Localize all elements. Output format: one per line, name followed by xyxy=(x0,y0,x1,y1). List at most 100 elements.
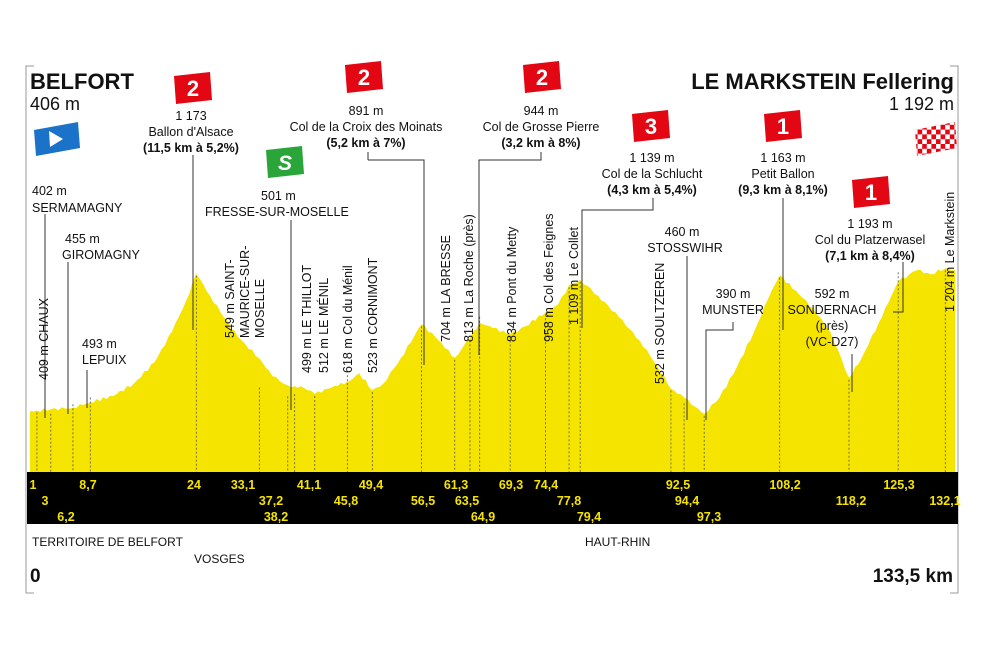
checker-square xyxy=(922,148,927,154)
label-moinats-climb: (5,2 km à 7%) xyxy=(326,136,405,150)
checker-square xyxy=(931,148,936,154)
label-moinats: Col de la Croix des Moinats xyxy=(290,120,443,134)
km-label-14: 64,9 xyxy=(471,510,495,524)
label-thillot: 499 m LE THILLOT xyxy=(300,264,314,373)
km-label-9: 45,8 xyxy=(334,494,358,508)
label-petitballon-climb: (9,3 km à 8,1%) xyxy=(738,183,828,197)
checker-square xyxy=(915,122,918,125)
leader-moinats-2 xyxy=(368,159,425,365)
km-label-22: 108,2 xyxy=(769,478,800,492)
checker-square xyxy=(936,134,941,140)
finish-altitude: 1 192 m xyxy=(889,94,954,114)
badge-label: 2 xyxy=(358,65,370,90)
checker-square xyxy=(949,148,955,154)
label-petitballon-alt: 1 163 m xyxy=(760,151,805,165)
km-label-21: 97,3 xyxy=(697,510,721,524)
leader-lines xyxy=(44,152,904,420)
label-markstein: 1 204 m Le Markstein xyxy=(943,192,957,312)
km-label-5: 33,1 xyxy=(231,478,255,492)
checker-square xyxy=(940,139,946,144)
label-fresse-alt: 501 m xyxy=(261,189,296,203)
label-schlucht-alt: 1 139 m xyxy=(629,151,674,165)
label-lepuix-alt: 493 m xyxy=(82,337,117,351)
checker-square xyxy=(931,139,936,144)
badge-schlucht: 3 xyxy=(632,110,670,142)
label-ballon-climb: (11,5 km à 5,2%) xyxy=(143,141,239,155)
leader-munster xyxy=(705,322,734,420)
label-feignes: 958 m Col des Feignes xyxy=(542,213,556,342)
label-sermamagny: SERMAMAGNY xyxy=(32,201,123,215)
label-stmaurice-3: MOSELLE xyxy=(253,279,267,338)
checker-square xyxy=(915,129,918,135)
badge-grosse-pierre: 2 xyxy=(523,61,561,93)
checker-square xyxy=(915,139,918,144)
km-label-17: 77,8 xyxy=(557,494,581,508)
km-label-2: 6,2 xyxy=(57,510,74,524)
label-sondernach: SONDERNACH xyxy=(788,303,877,317)
label-sondernach-alt: 592 m xyxy=(815,287,850,301)
frame-left xyxy=(25,65,34,594)
checker-square xyxy=(945,134,950,140)
region-haut-rhin: HAUT-RHIN xyxy=(585,535,650,549)
label-stmaurice-2: MAURICE-SUR- xyxy=(238,246,252,338)
label-schlucht: Col de la Schlucht xyxy=(602,167,703,181)
label-chaux: 409 m CHAUX xyxy=(37,297,51,380)
total-start: 0 xyxy=(30,566,41,587)
start-name: BELFORT xyxy=(30,69,134,94)
km-label-20: 94,4 xyxy=(675,494,699,508)
checker-square xyxy=(926,124,932,130)
label-lepuix: LEPUIX xyxy=(82,353,127,367)
km-label-8: 41,1 xyxy=(297,478,321,492)
finish-flag-icon xyxy=(915,122,957,156)
checker-square xyxy=(931,122,936,125)
label-platzer-climb: (7,1 km à 8,4%) xyxy=(825,249,915,263)
leader-grosse xyxy=(478,152,542,355)
label-sondernach-2: (près) xyxy=(816,319,849,333)
checker-square xyxy=(931,129,936,135)
km-label-12: 61,3 xyxy=(444,478,468,492)
label-petitballon: Petit Ballon xyxy=(751,167,814,181)
km-label-6: 37,2 xyxy=(259,494,283,508)
checker-square xyxy=(922,139,927,144)
start-flag-icon xyxy=(34,122,80,156)
label-laroche: 813 m La Roche (près) xyxy=(462,214,476,342)
finish-name: LE MARKSTEIN Fellering xyxy=(691,69,954,94)
checker-square xyxy=(936,153,941,156)
frame-right xyxy=(950,65,959,594)
badge-petit-ballon: 1 xyxy=(764,110,802,142)
km-label-0: 1 xyxy=(30,478,37,492)
km-label-13: 63,5 xyxy=(455,494,479,508)
region-vosges: VOSGES xyxy=(194,552,245,566)
label-schlucht-climb: (4,3 km à 5,4%) xyxy=(607,183,697,197)
checker-square xyxy=(949,129,955,135)
checker-square xyxy=(949,139,955,144)
checker-square xyxy=(945,153,950,156)
label-stosswihr-alt: 460 m xyxy=(665,225,700,239)
label-munster: MUNSTER xyxy=(702,303,764,317)
checker-square xyxy=(917,153,923,156)
checker-square xyxy=(917,124,923,130)
checker-square xyxy=(949,122,955,125)
badge-label: S xyxy=(278,152,292,175)
label-grosse-climb: (3,2 km à 8%) xyxy=(501,136,580,150)
checker-square xyxy=(940,148,946,154)
checker-square xyxy=(936,144,941,149)
label-stosswihr: STOSSWIHR xyxy=(647,241,722,255)
label-metty: 834 m Pont du Metty xyxy=(505,226,519,342)
checker-square xyxy=(922,122,927,125)
km-label-3: 8,7 xyxy=(79,478,96,492)
km-label-1: 3 xyxy=(42,494,49,508)
km-label-4: 24 xyxy=(187,478,201,492)
leader-platzer xyxy=(893,262,904,313)
label-grosse-alt: 944 m xyxy=(524,104,559,118)
badge-ballon-dalsace: 2 xyxy=(174,72,212,104)
total-end: 133,5 km xyxy=(873,566,953,587)
km-label-7: 38,2 xyxy=(264,510,288,524)
checker-square xyxy=(917,144,923,149)
km-labels: 13 6,2 8,7 24 33,1 37,2 38,2 41,1 45,849,4 56,5 61… xyxy=(30,478,961,524)
label-fresse: FRESSE-SUR-MOSELLE xyxy=(205,205,349,219)
start-altitude: 406 m xyxy=(30,94,80,114)
checker-square xyxy=(954,134,957,140)
checker-square xyxy=(940,129,946,135)
